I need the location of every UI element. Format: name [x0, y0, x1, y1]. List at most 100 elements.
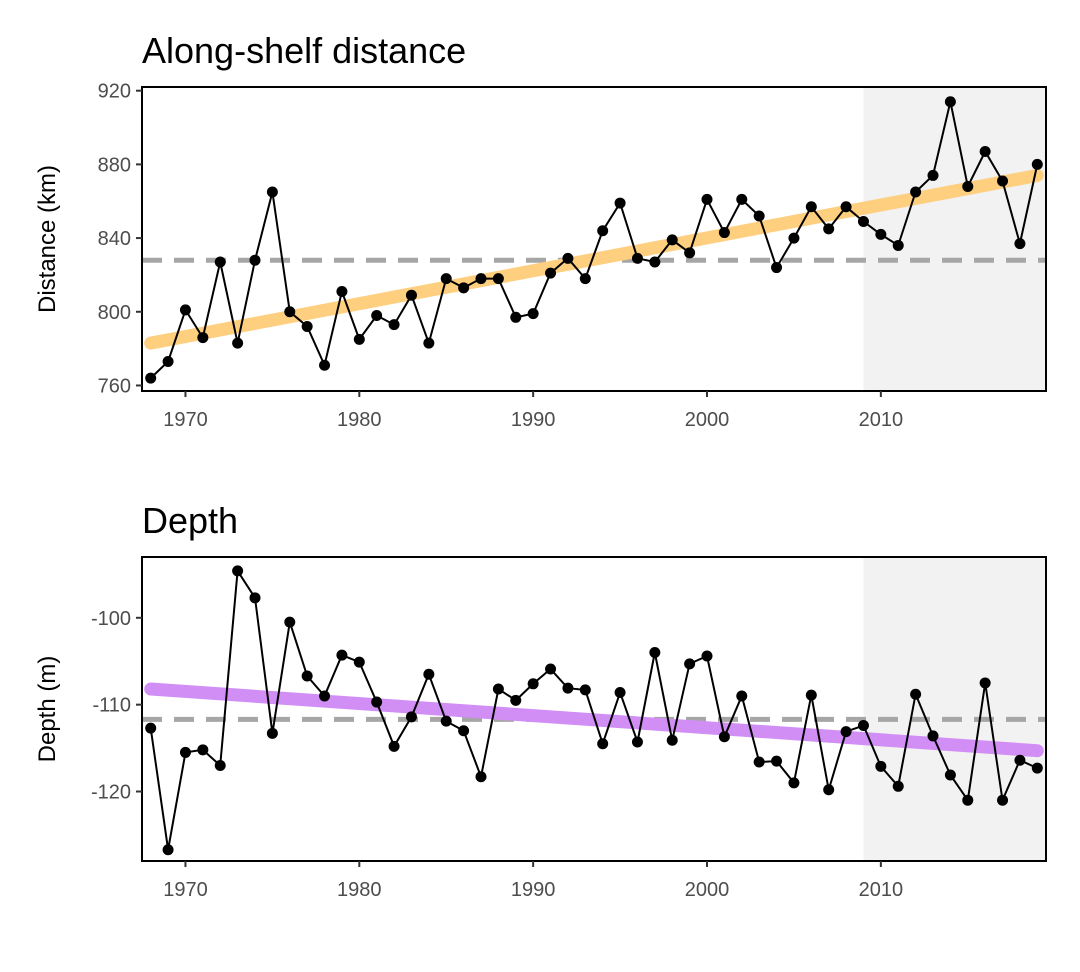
panel1-x-tick-label: 2000	[685, 409, 730, 431]
panel2-y-axis-title: Depth (m)	[34, 656, 61, 763]
panel2-data-point	[927, 730, 939, 742]
panel2-data-point	[179, 746, 191, 758]
panel1-data-point	[701, 193, 713, 205]
panel1-x-tick-label: 2010	[859, 409, 904, 431]
panel2: Depth 1970 1980 1990 2000 2010 -100 -110 -120 Dep…	[34, 500, 1047, 901]
panel2-data-point	[823, 784, 835, 796]
panel2-data-point	[249, 592, 261, 604]
panel1-data-point	[249, 254, 261, 266]
panel1-data-point	[179, 304, 191, 316]
panel2-data-point	[527, 678, 539, 690]
panel2-data-point	[423, 668, 435, 680]
panel2-data-point	[892, 780, 904, 792]
panel2-data-point	[371, 696, 383, 708]
panel1-data-point	[927, 169, 939, 181]
panel2-data-point	[266, 727, 278, 739]
panel2-data-point	[788, 777, 800, 789]
panel2-data-point	[492, 683, 504, 695]
panel1-x-tick-label: 1970	[163, 409, 208, 431]
panel1-data-point	[718, 227, 730, 239]
panel1-data-point	[823, 223, 835, 235]
panel1-data-point	[910, 186, 922, 198]
panel1-data-point	[614, 197, 626, 209]
panel2-y-tick-label: -110	[92, 695, 131, 717]
panel1-data-point	[875, 228, 887, 240]
panel1-x-tick-label: 1990	[511, 409, 556, 431]
panel2-title: Depth	[142, 500, 238, 541]
panel1-data-point	[631, 252, 643, 264]
panel2-data-point	[631, 736, 643, 748]
panel1-data-point	[301, 321, 313, 333]
panel2-x-tick-label: 2000	[685, 879, 730, 901]
panel1-x-tick-label: 1980	[337, 409, 382, 431]
panel2-data-point	[579, 684, 591, 696]
panel1-y-tick-label: 840	[98, 228, 131, 250]
panel1-data-point	[1031, 158, 1043, 170]
panel1-data-point	[492, 273, 504, 285]
panel2-data-point	[319, 690, 331, 702]
panel2-y-tick-label: -100	[91, 608, 131, 630]
panel1-y-axis-title: Distance (km)	[34, 165, 61, 313]
panel2-data-point	[910, 688, 922, 700]
panel2-data-point	[388, 740, 400, 752]
panel1-data-point	[353, 333, 365, 345]
panel2-data-point	[145, 722, 157, 734]
panel1-data-point	[214, 256, 226, 268]
panel2-data-point	[840, 726, 852, 738]
panel2-data-point	[1014, 754, 1026, 766]
panel1-data-point	[475, 273, 487, 285]
panel1-data-point	[788, 232, 800, 244]
panel1-data-point	[944, 96, 956, 108]
panel1-data-point	[840, 201, 852, 213]
panel2-data-point	[405, 711, 417, 723]
panel1-data-point	[857, 215, 869, 227]
panel2-x-tick-label: 1970	[163, 879, 208, 901]
panel1-shaded-region	[863, 87, 1046, 391]
panel2-data-point	[545, 663, 557, 675]
panel1-data-point	[597, 225, 609, 237]
panel1-data-point	[805, 201, 817, 213]
panel1-data-point	[979, 145, 991, 157]
panel2-data-point	[718, 731, 730, 743]
panel1-data-point	[423, 337, 435, 349]
panel1-y-tick-label: 800	[98, 302, 131, 324]
panel1-y-tick-label: 920	[98, 81, 131, 103]
panel1-data-point	[1014, 238, 1026, 250]
panel2-data-point	[666, 734, 678, 746]
panel1-data-point	[232, 337, 244, 349]
panel1-data-point	[771, 262, 783, 274]
panel2-y-tick-label: -120	[91, 782, 131, 804]
panel2-data-point	[771, 755, 783, 767]
panel1-data-point	[319, 359, 331, 371]
panel2-data-point	[214, 759, 226, 771]
panel2-data-point	[162, 844, 174, 856]
panel2-data-point	[510, 694, 522, 706]
panel2-data-point	[336, 649, 348, 661]
panel1-series-line	[150, 101, 1039, 379]
panel1-data-point	[458, 282, 470, 294]
panel1-data-point	[736, 193, 748, 205]
panel2-shaded-region	[863, 557, 1046, 861]
panel2-series-line	[149, 567, 1038, 850]
panel2-x-tick-label: 2010	[859, 879, 904, 901]
panel1-data-point	[371, 309, 383, 321]
panel2-data-point	[475, 771, 487, 783]
panel1-data-point	[284, 306, 296, 318]
panel2-data-point	[805, 689, 817, 701]
panel2-data-point	[875, 760, 887, 772]
panel2-data-point	[753, 756, 765, 768]
panel1-data-point	[579, 273, 591, 285]
panel2-data-point	[197, 744, 209, 756]
panel2-data-point	[440, 715, 452, 727]
panel2-data-point	[684, 658, 696, 670]
panel1-data-point	[145, 372, 157, 384]
panel1-data-point	[962, 180, 974, 192]
panel1-data-point	[997, 175, 1009, 187]
panel2-data-point	[944, 769, 956, 781]
panel2-x-tick-label: 1980	[337, 879, 382, 901]
panel2-data-point	[736, 690, 748, 702]
panel1-data-point	[892, 239, 904, 251]
panel2-data-point	[232, 565, 244, 577]
panel1-data-point	[684, 247, 696, 259]
